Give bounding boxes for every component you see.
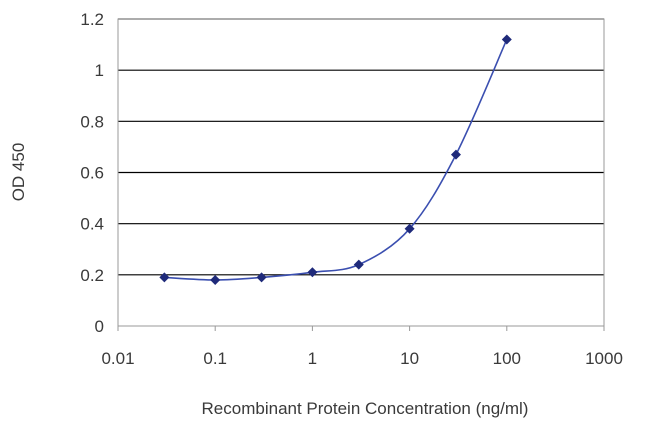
data-point	[256, 272, 267, 283]
y-tick-label: 0	[95, 317, 104, 336]
y-axis-title: OD 450	[9, 143, 28, 202]
y-tick-label: 0.8	[80, 112, 104, 131]
y-tick-label: 0.4	[80, 215, 104, 234]
x-tick-label: 1	[308, 349, 317, 368]
x-tick-label: 100	[493, 349, 521, 368]
data-series	[159, 34, 512, 285]
axes	[117, 18, 605, 331]
y-tick-label: 0.2	[80, 266, 104, 285]
data-point	[307, 267, 318, 278]
y-tick-label: 1.2	[80, 10, 104, 29]
data-point	[501, 34, 512, 45]
series-line	[164, 39, 508, 281]
x-tick-label: 10	[400, 349, 419, 368]
data-point	[353, 259, 364, 270]
grid-lines	[118, 18, 604, 276]
data-point	[159, 272, 170, 283]
x-tick-label: 0.01	[101, 349, 134, 368]
x-axis-title: Recombinant Protein Concentration (ng/ml…	[202, 399, 529, 418]
x-tick-label: 0.1	[203, 349, 227, 368]
y-tick-label: 0.6	[80, 164, 104, 183]
data-point	[210, 274, 221, 285]
data-point	[450, 149, 461, 160]
x-tick-label: 1000	[585, 349, 623, 368]
y-tick-label: 1	[95, 61, 104, 80]
tick-labels: 0 0.2 0.4 0.6 0.8 1 1.2 0.01 0.1 1 10 100 1000	[80, 10, 623, 368]
plot-frame	[117, 18, 605, 327]
data-point	[404, 223, 415, 234]
